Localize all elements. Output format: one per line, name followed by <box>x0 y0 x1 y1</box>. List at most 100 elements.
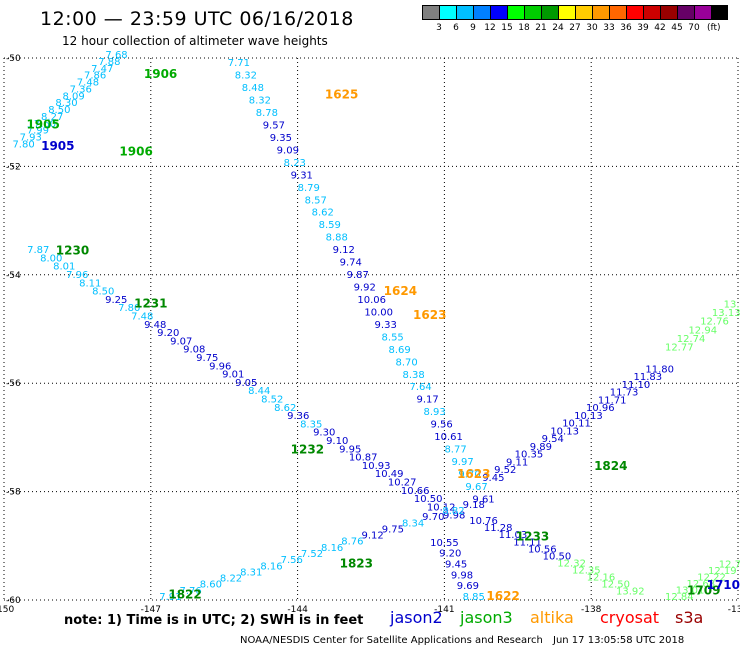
wave-height-value: 9.98 <box>443 511 465 522</box>
lon-tick-label: -135 <box>728 605 740 615</box>
wave-height-value: 10.50 <box>414 494 443 505</box>
wave-height-value: 8.59 <box>319 220 341 231</box>
time-label: 1622 <box>486 589 519 603</box>
wave-height-value: 9.05 <box>235 378 257 389</box>
lon-tick-label: -138 <box>581 605 602 615</box>
page-title: 12:00 — 23:59 UTC 06/16/2018 <box>40 8 354 30</box>
legend-label: 45 <box>671 23 683 33</box>
wave-height-value: 10.96 <box>586 403 615 414</box>
wave-height-value: 9.20 <box>439 549 461 560</box>
time-label: 1623 <box>413 308 446 322</box>
legend-label: 27 <box>569 23 581 33</box>
wave-height-value: 12.22 <box>697 572 726 583</box>
wave-height-value: 10.56 <box>528 544 557 555</box>
wave-height-value: 11.28 <box>484 523 513 534</box>
wave-height-value: 8.30 <box>55 98 77 109</box>
legend-swatch <box>473 5 490 20</box>
time-labels: 1906 1906 1905 1905 1625 1230 1231 1624 1623 1232… <box>26 67 740 603</box>
wave-height-value: 10.50 <box>543 551 572 562</box>
wave-height-value: 12.32 <box>557 558 586 569</box>
wave-height-value: 8.69 <box>389 345 411 356</box>
wave-height-value: 13.13 <box>712 308 740 319</box>
wave-height-value: 7.48 <box>77 78 99 89</box>
legend-label: 42 <box>654 23 666 33</box>
wave-height-value: 11.83 <box>634 372 663 383</box>
legend-swatch <box>490 5 507 20</box>
wave-height-value: 8.50 <box>48 105 70 116</box>
legend-label: 12 <box>484 23 496 33</box>
wave-height-value: 9.09 <box>277 145 299 156</box>
satellite-name: cryosat <box>600 608 660 627</box>
wave-height-value: 8.79 <box>298 183 320 194</box>
wave-height-value: 9.20 <box>157 328 179 339</box>
satellite-name: altika <box>530 608 574 627</box>
altimeter-tracks: 7.718.328.488.328.789.579.359.098.239.31… <box>12 50 740 603</box>
wave-height-value: 11.73 <box>610 388 639 399</box>
page-subtitle: 12 hour collection of altimeter wave hei… <box>62 34 328 48</box>
wave-height-value: 8.50 <box>92 287 114 298</box>
lat-tick-label: -54 <box>6 271 21 281</box>
legend-swatch <box>643 5 660 20</box>
wave-height-value: 8.62 <box>312 208 334 219</box>
legend-swatch <box>541 5 558 20</box>
wave-height-value: 10.76 <box>469 516 498 527</box>
wave-height-value: 9.35 <box>270 133 292 144</box>
legend-label: 9 <box>470 23 476 33</box>
wave-height-value: 10.66 <box>401 486 430 497</box>
wave-height-value: 8.77 <box>444 445 466 456</box>
wave-height-value: 9.48 <box>144 320 166 331</box>
wave-height-value: 10.61 <box>434 432 463 443</box>
lat-tick-label: -52 <box>6 162 21 172</box>
wave-height-value: 9.75 <box>196 353 218 364</box>
wave-height-value: 8.01 <box>53 262 75 273</box>
legend-label: 33 <box>603 23 615 33</box>
wave-height-value: 9.61 <box>472 494 494 505</box>
lon-tick-label: -150 <box>0 605 14 615</box>
wave-height-value: 8.48 <box>242 83 264 94</box>
wave-height-value: 9.17 <box>416 395 438 406</box>
time-label: 1233 <box>516 529 549 543</box>
legend-unit: (ft) <box>707 23 721 33</box>
satellite-name: jason2 <box>390 608 443 627</box>
wave-height-value: 8.09 <box>63 91 85 102</box>
time-label: 1824 <box>594 459 627 473</box>
wave-height-value: 7.47 <box>91 64 113 75</box>
wave-height-value: 9.69 <box>457 581 479 592</box>
lat-tick-label: -58 <box>6 488 21 498</box>
wave-height-value: 8.76 <box>341 537 363 548</box>
time-label: 1822 <box>168 587 201 601</box>
legend-label: 3 <box>436 23 442 33</box>
wave-height-value: 8.82 <box>442 506 464 517</box>
wave-height-value: 7.52 <box>301 549 323 560</box>
time-label: 1709 <box>687 584 720 598</box>
wave-height-value: 10.87 <box>349 453 378 464</box>
wave-height-value: 7.71 <box>228 58 250 69</box>
wave-height-value: 12.74 <box>677 334 706 345</box>
time-label: 1710 <box>707 578 740 592</box>
lon-tick-label: -147 <box>141 605 161 615</box>
legend-swatch <box>711 5 728 20</box>
wave-height-value: 9.98 <box>451 570 473 581</box>
wave-height-value: 7.99 <box>27 126 49 137</box>
time-label: 1232 <box>291 443 324 457</box>
legend-swatch <box>575 5 592 20</box>
lat-tick-label: -56 <box>6 379 21 389</box>
time-label: 1624 <box>384 284 417 298</box>
wave-height-value: 10.13 <box>550 426 579 437</box>
wave-height-value: 7.76 <box>179 586 201 597</box>
wave-height-value: 7.93 <box>20 133 42 144</box>
wave-height-value: 9.07 <box>170 336 192 347</box>
wave-height-value: 12.77 <box>665 343 694 354</box>
wave-height-value: 10.12 <box>427 502 456 513</box>
wave-height-value: 11.03 <box>499 530 528 541</box>
wave-height-value: 9.11 <box>506 457 528 468</box>
wave-height-value: 7.48 <box>131 312 153 323</box>
wave-height-value: 7.91 <box>159 592 181 603</box>
wave-height-value: 12.84 <box>665 592 694 603</box>
wave-height-value: 11.10 <box>622 380 651 391</box>
time-label: 1906 <box>144 67 177 81</box>
wave-height-value: 9.67 <box>465 482 487 493</box>
wave-height-value: 9.36 <box>287 411 309 422</box>
wave-height-value: 8.22 <box>220 574 242 585</box>
legend-label: 30 <box>586 23 598 33</box>
